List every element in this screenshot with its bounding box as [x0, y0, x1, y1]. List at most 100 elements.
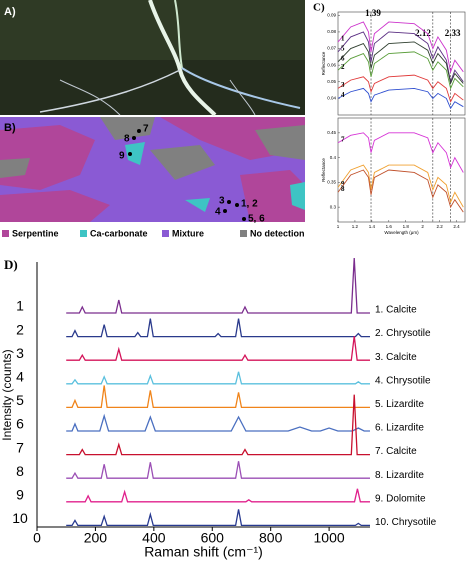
- panel-label: B): [4, 122, 16, 134]
- x-tick-label: 2: [421, 224, 424, 229]
- series-number: 1: [16, 298, 24, 314]
- series-label: 6: [341, 54, 345, 62]
- map-region: [100, 117, 155, 140]
- series-number: 4: [16, 369, 24, 385]
- vein: [148, 0, 217, 117]
- sample-point: [242, 217, 246, 221]
- point-label: 9: [119, 151, 125, 162]
- legend-label: Ca-carbonate: [90, 228, 148, 238]
- x-tick-label: 200: [84, 530, 108, 546]
- panel-label: A): [4, 6, 16, 18]
- x-tick-label: 1.6: [386, 224, 393, 229]
- map-region: [290, 182, 305, 210]
- spectrum-line: [66, 336, 370, 361]
- legend-swatch: [80, 230, 87, 237]
- series-number: 10: [12, 510, 28, 526]
- sample-point: [132, 136, 136, 140]
- x-axis-label: Wavelength (μm): [384, 230, 419, 235]
- spectrum-line: [66, 257, 370, 314]
- x-tick-label: 1.4: [369, 224, 376, 229]
- photo-panel: A): [0, 0, 305, 117]
- x-tick-label: 600: [201, 530, 225, 546]
- series-name: 7. Calcite: [375, 446, 417, 457]
- map-region: [185, 198, 210, 212]
- series-label: 7: [341, 135, 345, 143]
- spectrum-line: [337, 21, 464, 74]
- reference-label: 2.33: [445, 28, 461, 38]
- series-name: 2. Chrysotile: [375, 328, 431, 339]
- vein: [181, 67, 301, 109]
- y-tick-label: 0.08: [327, 29, 336, 34]
- y-tick-label: 0.4: [330, 155, 337, 160]
- y-axis-label: Intensity (counts): [0, 349, 14, 440]
- vein: [39, 69, 181, 113]
- map-region: [0, 158, 30, 178]
- spectrum-line: [66, 385, 370, 409]
- legend-label: No detection: [250, 228, 305, 238]
- legend-swatch: [162, 230, 169, 237]
- map-legend: Serpentine Ca-carbonate Mixture No detectio…: [2, 228, 305, 238]
- point-label: 8: [124, 134, 130, 145]
- series-label: 4: [341, 91, 345, 99]
- photo-shade: [0, 60, 305, 115]
- spectrum-line: [66, 488, 370, 503]
- series-label: 8: [341, 185, 345, 193]
- series-number: 9: [16, 487, 24, 503]
- y-tick-label: 0.07: [327, 46, 336, 51]
- map-panel: 7 8 9 3 1, 2 4 5, 6 B): [0, 117, 305, 225]
- x-tick-label: 1000: [314, 530, 345, 546]
- legend-swatch: [2, 230, 9, 237]
- spectrum-line: [337, 132, 464, 173]
- x-tick-label: 1.8: [403, 224, 410, 229]
- series-name: 10. Chrysotile: [375, 517, 437, 528]
- series-label: 9: [341, 180, 345, 188]
- plot-frame: [337, 117, 466, 223]
- plot-frame: [337, 11, 466, 116]
- y-tick-label: 0.45: [327, 130, 336, 135]
- spectrum-line: [337, 164, 464, 208]
- series-number: 2: [16, 321, 24, 337]
- panel-label: D): [4, 257, 18, 272]
- sample-point: [128, 152, 132, 156]
- series-label: 2: [341, 63, 345, 71]
- map-region: [255, 125, 305, 160]
- spectrum-line: [66, 371, 370, 385]
- legend-label: Serpentine: [12, 228, 59, 238]
- series-number: 7: [16, 439, 24, 455]
- y-tick-label: 0.35: [327, 180, 336, 185]
- spectrum-line: [66, 318, 370, 338]
- point-label: 7: [143, 124, 149, 135]
- y-axis-label: Reflectance: [321, 51, 326, 75]
- spectrum-line: [337, 169, 464, 213]
- series-number: 3: [16, 345, 24, 361]
- reference-label: 2.12: [415, 28, 431, 38]
- legend-label: Mixture: [172, 228, 204, 238]
- series-number: 6: [16, 416, 24, 432]
- x-tick-label: 2.2: [436, 224, 443, 229]
- y-tick-label: 0.04: [327, 96, 336, 101]
- series-name: 3. Calcite: [375, 352, 417, 363]
- spectrum-line: [66, 394, 370, 456]
- series-number: 5: [16, 392, 24, 408]
- y-tick-label: 0.3: [330, 204, 337, 209]
- point-label: 5, 6: [248, 214, 265, 225]
- map-region: [0, 190, 110, 222]
- x-axis-label: Raman shift (cm⁻¹): [144, 544, 263, 560]
- spectrum-line: [66, 461, 370, 479]
- point-label: 3: [219, 196, 225, 207]
- x-tick-label: 800: [259, 530, 283, 546]
- series-label: 5: [341, 44, 345, 52]
- series-name: 5. Lizardite: [375, 399, 424, 410]
- series-name: 1. Calcite: [375, 305, 417, 316]
- y-tick-label: 0.09: [327, 13, 336, 18]
- spectrum-line: [337, 41, 464, 85]
- y-tick-label: 0.05: [327, 79, 336, 84]
- series-name: 8. Lizardite: [375, 470, 424, 481]
- sample-point: [137, 129, 141, 133]
- vein: [59, 79, 256, 116]
- point-label: 4: [215, 207, 221, 218]
- spectrum-line: [337, 51, 464, 90]
- spectrum-line: [66, 509, 370, 527]
- series-name: 9. Dolomite: [375, 493, 426, 504]
